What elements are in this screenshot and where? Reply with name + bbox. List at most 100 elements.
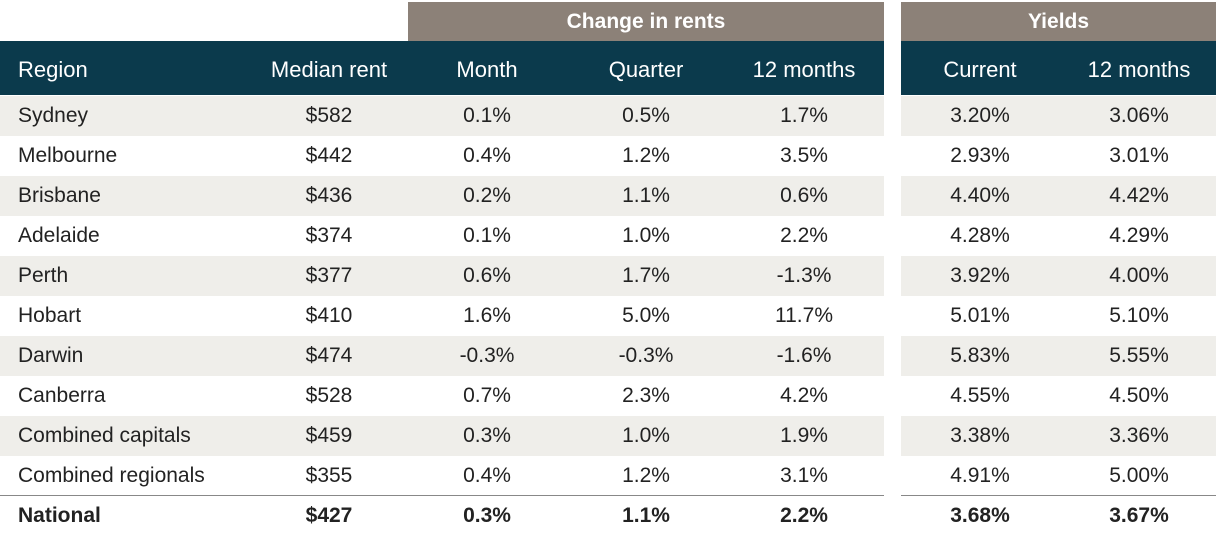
group-header-yields: Yields [901,2,1216,41]
national-separator-left [0,495,884,496]
cell-yield-12-months: 3.01% [1109,144,1169,167]
cell-region: National [18,504,101,527]
cell-region: Perth [18,264,69,287]
col-header-yield-12-months: 12 months [1087,57,1191,82]
cell-median-rent: $374 [305,224,353,247]
cell-current: 5.01% [950,304,1010,327]
cell-quarter: 0.5% [622,104,670,127]
group-header-change: Change in rents [408,2,884,41]
cell-quarter: 5.0% [622,304,670,327]
cell-month: 0.1% [463,104,511,127]
national-separator-right [901,495,1216,496]
cell-median-rent: $427 [305,504,353,527]
row-stripe-right [901,256,1216,296]
cell-median-rent: $355 [305,464,353,487]
row-stripe-right [901,96,1216,136]
row-stripe-left [0,256,884,296]
cell-median-rent: $474 [305,344,353,367]
cell-month: -0.3% [459,344,515,367]
cell-median-rent: $442 [305,144,353,167]
cell-month: 1.6% [463,304,511,327]
cell-yield-12-months: 5.10% [1109,304,1169,327]
header-band-left [0,41,884,95]
cell-current: 4.28% [950,224,1010,247]
col-header-region: Region [18,57,88,82]
cell-current: 3.38% [950,424,1010,447]
cell-yield-12-months: 5.00% [1109,464,1169,487]
cell-month: 0.3% [463,504,511,527]
cell-quarter: 1.2% [622,464,670,487]
cell-yield-12-months: 5.55% [1109,344,1169,367]
cell-region: Adelaide [18,224,100,247]
cell-region: Melbourne [18,144,118,167]
cell-12-months: -1.3% [776,264,832,287]
cell-region: Canberra [18,384,106,407]
cell-quarter: 1.1% [622,504,670,527]
cell-region: Sydney [18,104,89,127]
row-stripe-right [901,416,1216,456]
row-stripe-right [901,336,1216,376]
col-header-current: Current [943,57,1017,82]
cell-12-months: -1.6% [776,344,832,367]
row-stripe-left [0,416,884,456]
cell-current: 2.93% [950,144,1010,167]
cell-quarter: 1.0% [622,224,670,247]
row-stripe-left [0,176,884,216]
cell-quarter: 1.2% [622,144,670,167]
cell-current: 3.92% [950,264,1010,287]
cell-12-months: 1.7% [780,104,828,127]
cell-12-months: 1.9% [780,424,828,447]
cell-current: 4.55% [950,384,1010,407]
cell-median-rent: $459 [305,424,353,447]
cell-region: Combined regionals [18,464,205,487]
row-stripe-left [0,336,884,376]
cell-12-months: 3.5% [780,144,828,167]
cell-month: 0.3% [463,424,511,447]
cell-yield-12-months: 3.06% [1109,104,1169,127]
cell-yield-12-months: 3.67% [1109,504,1169,527]
cell-quarter: 1.0% [622,424,670,447]
col-header-median-rent: Median rent [270,57,388,82]
cell-median-rent: $582 [305,104,353,127]
cell-median-rent: $436 [305,184,353,207]
col-header-quarter: Quarter [608,57,684,82]
cell-month: 0.4% [463,144,511,167]
col-header-12-months: 12 months [752,57,856,82]
cell-12-months: 2.2% [780,224,828,247]
cell-quarter: 1.7% [622,264,670,287]
cell-region: Darwin [18,344,84,367]
cell-yield-12-months: 4.00% [1109,264,1169,287]
cell-current: 3.68% [950,504,1010,527]
cell-yield-12-months: 3.36% [1109,424,1169,447]
cell-12-months: 3.1% [780,464,828,487]
cell-median-rent: $528 [305,384,353,407]
cell-month: 0.1% [463,224,511,247]
col-header-month: Month [456,57,518,82]
cell-yield-12-months: 4.42% [1109,184,1169,207]
cell-yield-12-months: 4.50% [1109,384,1169,407]
cell-quarter: 2.3% [622,384,670,407]
cell-current: 3.20% [950,104,1010,127]
cell-region: Brisbane [18,184,101,207]
cell-region: Combined capitals [18,424,191,447]
row-stripe-left [0,96,884,136]
cell-current: 5.83% [950,344,1010,367]
row-stripe-right [901,176,1216,216]
cell-12-months: 4.2% [780,384,828,407]
cell-median-rent: $377 [305,264,353,287]
cell-12-months: 11.7% [775,304,833,327]
cell-month: 0.7% [463,384,511,407]
cell-month: 0.6% [463,264,511,287]
header-band-right [901,41,1216,95]
cell-12-months: 0.6% [780,184,828,207]
cell-yield-12-months: 4.29% [1109,224,1169,247]
cell-region: Hobart [18,304,82,327]
cell-quarter: -0.3% [618,344,674,367]
cell-quarter: 1.1% [622,184,670,207]
cell-median-rent: $410 [305,304,353,327]
cell-12-months: 2.2% [780,504,828,527]
cell-current: 4.91% [950,464,1010,487]
cell-month: 0.4% [463,464,511,487]
cell-current: 4.40% [950,184,1010,207]
cell-month: 0.2% [463,184,511,207]
